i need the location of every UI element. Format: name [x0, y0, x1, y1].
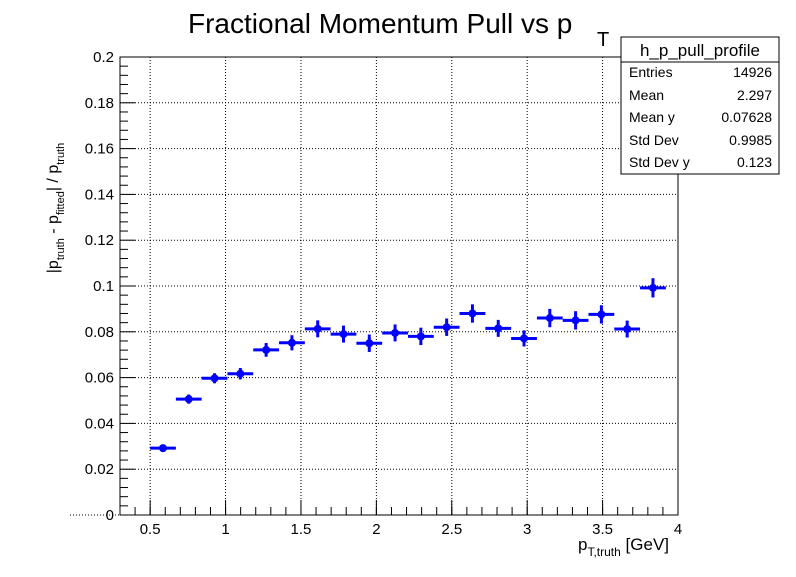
stats-label-std-dev: Std Dev — [629, 132, 679, 148]
data-marker — [339, 330, 348, 339]
y-tick-label: 0.18 — [85, 95, 114, 112]
data-marker — [442, 323, 451, 332]
stats-label-mean-y: Mean y — [629, 109, 675, 125]
data-points — [150, 278, 666, 453]
chart-title-subscript: T — [597, 29, 609, 51]
data-marker — [545, 314, 554, 323]
x-axis-label-sub: T,truth — [587, 545, 620, 559]
stats-value-mean-y: 0.07628 — [721, 109, 772, 125]
y-tick-label: 0.2 — [93, 49, 114, 66]
stats-value-std-dev: 0.9985 — [729, 132, 772, 148]
stats-value-std-dev-y: 0.123 — [737, 154, 772, 170]
data-point — [279, 335, 305, 351]
data-point — [614, 320, 641, 338]
stats-box-title: h_p_pull_profile — [640, 41, 760, 60]
y-tick-label: 0.16 — [85, 141, 114, 158]
data-point — [511, 330, 537, 347]
data-point — [536, 308, 563, 328]
y-tick-label: 0.12 — [85, 232, 114, 249]
y-axis-label-sub1: truth — [55, 238, 67, 260]
data-point — [407, 327, 434, 346]
data-marker — [391, 328, 400, 337]
data-point — [640, 278, 666, 298]
y-axis-label: |ptruth - pfitted| / ptruth — [45, 143, 67, 273]
chart-title: Fractional Momentum Pull vs p — [188, 8, 572, 39]
data-point — [304, 320, 331, 338]
x-tick-label: 0.5 — [140, 521, 161, 538]
y-tick-label: 0.06 — [85, 370, 114, 387]
data-point — [588, 305, 615, 324]
stats-value-mean: 2.297 — [737, 87, 772, 103]
data-point — [562, 311, 589, 330]
data-point — [253, 343, 280, 357]
x-tick-label: 2.5 — [441, 521, 462, 538]
data-point — [150, 444, 176, 453]
y-axis-label-sub2: fitted — [55, 191, 67, 215]
stats-label-mean: Mean — [629, 87, 664, 103]
data-point — [227, 367, 254, 380]
y-tick-label: 0.04 — [85, 415, 114, 432]
data-marker — [623, 325, 632, 334]
data-marker — [210, 374, 219, 383]
stats-label-std-dev-y: Std Dev y — [629, 154, 690, 170]
data-marker — [494, 324, 503, 333]
y-tick-label: 0.08 — [85, 324, 114, 341]
data-marker — [158, 444, 167, 453]
y-tick-label: 0 — [106, 507, 114, 524]
data-point — [201, 373, 228, 384]
data-marker — [520, 334, 529, 343]
x-axis-label: pT,truth [GeV] — [578, 535, 669, 559]
y-axis-label-sub3: truth — [55, 143, 67, 165]
data-marker — [262, 345, 271, 354]
data-marker — [597, 310, 606, 319]
y-axis-label-part2: - p — [45, 215, 62, 238]
data-marker — [571, 316, 580, 325]
grid-lines — [70, 57, 678, 516]
data-marker — [648, 283, 657, 292]
y-tick-label: 0.14 — [85, 186, 114, 203]
data-point — [459, 304, 486, 323]
stats-value-entries: 14926 — [733, 64, 772, 80]
data-marker — [416, 332, 425, 341]
data-point — [356, 334, 383, 352]
x-tick-label: 3.5 — [592, 521, 613, 538]
stats-label-entries: Entries — [629, 64, 673, 80]
data-point — [175, 394, 202, 404]
x-tick-label: 3 — [523, 521, 531, 538]
stats-box-frame — [620, 36, 780, 175]
x-axis-label-main: p — [578, 535, 587, 554]
y-axis-label-part3: | / p — [45, 165, 62, 191]
data-point — [485, 319, 512, 337]
data-marker — [287, 338, 296, 347]
stats-box: h_p_pull_profile Entries 14926 Mean 2.29… — [620, 36, 780, 175]
data-marker — [184, 395, 193, 404]
x-tick-label: 2 — [372, 521, 380, 538]
data-marker — [468, 309, 477, 318]
data-marker — [365, 339, 374, 348]
data-point — [433, 318, 460, 336]
data-marker — [236, 369, 245, 378]
x-tick-label: 4 — [674, 521, 682, 538]
y-tick-label: 0.1 — [93, 278, 114, 295]
data-marker — [313, 324, 322, 333]
x-tick-label: 1.5 — [291, 521, 312, 538]
y-tick-label: 0.02 — [85, 461, 114, 478]
axes: 0 0.02 0.04 0.06 0.08 0.1 0.12 0.14 0.16 0.18 0.2 0… — [85, 49, 682, 538]
y-axis-label-part1: |p — [45, 260, 62, 273]
data-point — [382, 324, 408, 342]
x-axis-label-unit: [GeV] — [621, 535, 669, 554]
x-tick-label: 1 — [221, 521, 229, 538]
data-point — [330, 325, 357, 343]
